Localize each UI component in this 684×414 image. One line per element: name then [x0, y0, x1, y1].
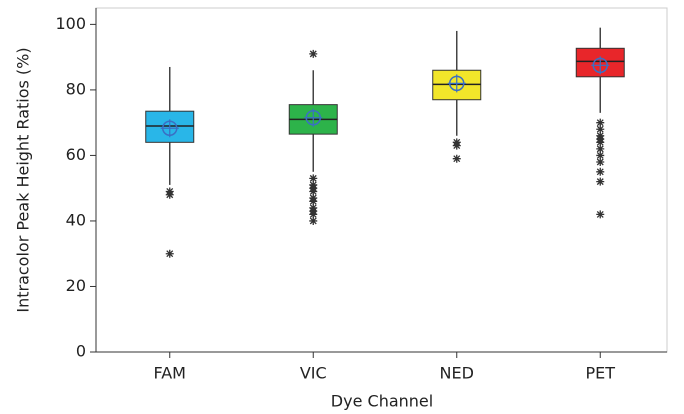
x-tick-label: FAM	[154, 364, 186, 383]
outlier	[452, 141, 461, 150]
outlier	[309, 174, 318, 183]
outlier	[309, 210, 318, 219]
mean-cross	[591, 56, 610, 75]
outlier	[596, 167, 605, 176]
outlier	[596, 151, 605, 160]
outlier	[596, 210, 605, 219]
y-tick-label: 60	[66, 145, 86, 164]
outlier	[596, 144, 605, 153]
y-tick-label: 0	[76, 342, 86, 361]
x-axis-title: Dye Channel	[331, 392, 433, 411]
outlier	[309, 49, 318, 58]
outlier	[309, 216, 318, 225]
y-tick-label: 80	[66, 79, 86, 98]
outlier	[596, 157, 605, 166]
y-tick-label: 100	[55, 14, 86, 33]
x-tick-label: VIC	[300, 364, 327, 383]
outlier	[309, 187, 318, 196]
y-tick-label: 20	[66, 276, 86, 295]
outlier	[165, 190, 174, 199]
outlier	[452, 154, 461, 163]
x-tick-label: NED	[440, 364, 474, 383]
x-tick-label: PET	[585, 364, 615, 383]
outlier	[596, 177, 605, 186]
outlier	[165, 249, 174, 258]
mean-cross	[304, 108, 323, 127]
outlier	[596, 118, 605, 127]
y-tick-label: 40	[66, 210, 86, 229]
y-axis-title: Intracolor Peak Height Ratios (%)	[14, 47, 33, 312]
outlier	[309, 197, 318, 206]
outlier	[596, 138, 605, 147]
outlier	[596, 125, 605, 134]
mean-cross	[160, 119, 179, 138]
mean-cross	[447, 74, 466, 93]
